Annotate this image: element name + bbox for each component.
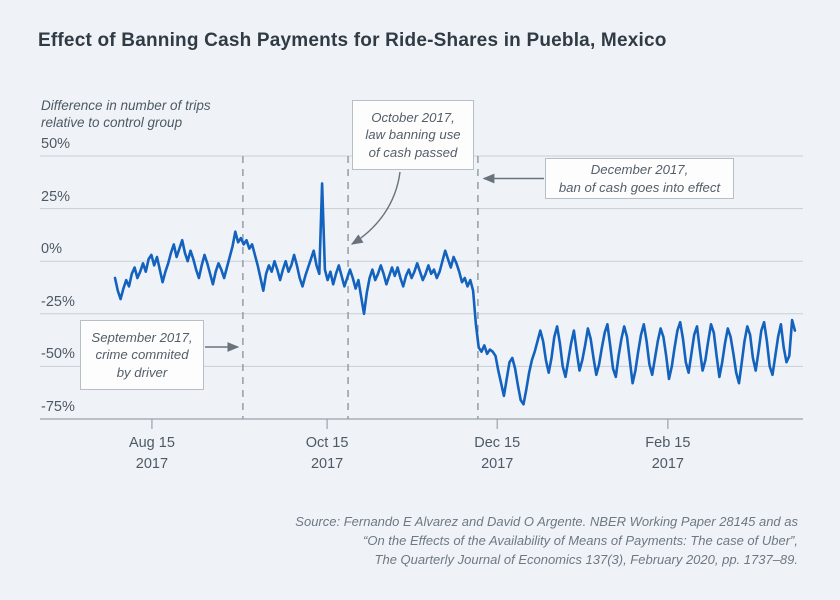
x-tick-label-Dec 15: Dec 15 2017 [452,433,542,475]
annotation-box-september: September 2017, crime commited by driver [80,320,204,390]
y-tick-label--75%: -75% [41,399,75,415]
x-tick-month: Dec 15 [474,435,521,451]
x-tick-year: 2017 [310,456,344,472]
source-line3: The Quarterly Journal of Economics 137(3… [374,552,798,567]
x-tick-year: 2017 [481,456,514,472]
chart-title: Effect of Banning Cash Payments for Ride… [38,30,667,51]
y-axis-unit-note-line1: Difference in number of trips [41,98,211,113]
data-series-line [113,182,797,406]
annotation-october-line1: October 2017, [371,109,455,125]
annotation-september-line1: September 2017, [91,329,193,345]
x-tick-label-Aug 15: Aug 15 2017 [107,433,197,475]
trips-difference-line [113,182,797,406]
y-axis-unit-note-line2: relative to control group [41,115,183,130]
x-tick-month: Feb 15 [645,435,691,451]
y-tick-label--25%: -25% [41,293,75,310]
source-credit: Source: Fernando E Alvarez and David O A… [198,512,798,569]
annotation-box-october: October 2017, law banning use of cash pa… [352,100,474,170]
x-tick-year: 2017 [651,456,684,472]
annotation-arrows [205,171,544,352]
x-tick-label-Feb 15: Feb 15 2017 [623,433,713,475]
source-line2: “On the Effects of the Availability of M… [363,533,798,548]
x-tick-month: Oct 15 [305,435,349,451]
annotation-december-line2: ban of cash goes into effect [558,179,721,195]
y-tick-label-50%: 50% [41,136,71,152]
event-dashed-lines [242,156,479,419]
arrow-october [350,171,401,245]
annotation-december-line1: December 2017, [590,162,689,177]
x-axis [40,418,803,429]
source-line1: Source: Fernando E Alvarez and David O A… [295,514,798,529]
y-tick-label--50%: -50% [41,346,75,363]
annotation-september-line3: by driver [116,364,168,380]
annotation-september-line2: crime commited [95,347,189,363]
y-axis-unit-note: Difference in number of trips relative t… [41,97,211,131]
annotation-box-december: December 2017, ban of cash goes into eff… [545,158,734,199]
y-tick-label-0%: 0% [41,241,62,258]
x-tick-year: 2017 [135,456,169,472]
annotation-october-line3: of cash passed [368,144,458,160]
x-tick-month: Aug 15 [128,435,175,451]
y-tick-label-25%: 25% [41,188,71,205]
annotation-october-line2: law banning use [365,127,461,143]
x-tick-label-Oct 15: Oct 15 2017 [282,433,372,475]
